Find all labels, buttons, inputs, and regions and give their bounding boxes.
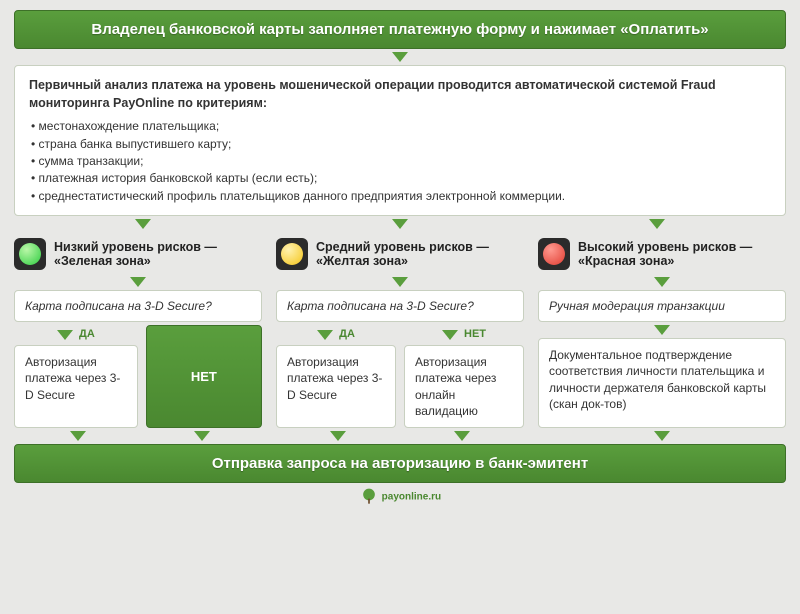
auth-3ds-box: Авторизация платежа через 3-D Secure bbox=[276, 345, 396, 428]
light-green bbox=[19, 243, 41, 265]
arrow-down-icon bbox=[654, 431, 670, 441]
risk-head-high: Высокий уровень рисков — «Красная зона» bbox=[538, 234, 786, 274]
question-box: Карта подписана на 3-D Secure? bbox=[14, 290, 262, 322]
analysis-item: местонахождение плательщика; bbox=[31, 118, 771, 135]
analysis-lead: Первичный анализ платежа на уровень моше… bbox=[29, 76, 771, 112]
column-mid-risk: Средний уровень рисков — «Желтая зона» К… bbox=[276, 234, 524, 444]
arrow-down-icon bbox=[392, 277, 408, 287]
risk-title: Низкий уровень рисков — «Зеленая зона» bbox=[54, 240, 262, 268]
analysis-item: сумма транзакции; bbox=[31, 153, 771, 170]
question-box: Карта подписана на 3-D Secure? bbox=[276, 290, 524, 322]
yes-label: ДА bbox=[339, 328, 355, 340]
traffic-light-icon bbox=[276, 238, 308, 270]
analysis-item: среднестатистический профиль плательщико… bbox=[31, 188, 771, 205]
light-red bbox=[543, 243, 565, 265]
auth-online-box: Авторизация платежа через онлайн валидац… bbox=[404, 345, 524, 428]
top-banner: Владелец банковской карты заполняет плат… bbox=[14, 10, 786, 49]
arrow-down-icon bbox=[392, 52, 408, 62]
arrow-down-icon bbox=[317, 330, 333, 340]
footer-logo: payonline.ru bbox=[14, 487, 786, 507]
arrow-down-icon bbox=[130, 277, 146, 287]
arrow-down-icon bbox=[392, 219, 408, 229]
analysis-box: Первичный анализ платежа на уровень моше… bbox=[14, 65, 786, 216]
footer-text: payonline.ru bbox=[382, 492, 441, 503]
risk-title: Средний уровень рисков — «Желтая зона» bbox=[316, 240, 524, 268]
risk-title: Высокий уровень рисков — «Красная зона» bbox=[578, 240, 786, 268]
yes-label: ДА bbox=[79, 328, 95, 340]
traffic-light-icon bbox=[538, 238, 570, 270]
arrow-down-icon bbox=[57, 330, 73, 340]
arrow-down-icon bbox=[454, 431, 470, 441]
arrow-down-icon bbox=[654, 325, 670, 335]
arrow-down-icon bbox=[135, 219, 151, 229]
risk-head-mid: Средний уровень рисков — «Желтая зона» bbox=[276, 234, 524, 274]
manual-moderation-box: Ручная модерация транзакции bbox=[538, 290, 786, 322]
column-high-risk: Высокий уровень рисков — «Красная зона» … bbox=[538, 234, 786, 444]
arrow-down-icon bbox=[194, 431, 210, 441]
arrow-down-icon bbox=[649, 219, 665, 229]
analysis-item: страна банка выпустившего карту; bbox=[31, 136, 771, 153]
tree-icon bbox=[359, 487, 379, 507]
analysis-item: платежная история банковской карты (если… bbox=[31, 170, 771, 187]
no-label: НЕТ bbox=[191, 369, 217, 384]
auth-3ds-box: Авторизация платежа через 3-D Secure bbox=[14, 345, 138, 428]
arrow-down-icon bbox=[654, 277, 670, 287]
arrow-down-icon bbox=[70, 431, 86, 441]
risk-head-low: Низкий уровень рисков — «Зеленая зона» bbox=[14, 234, 262, 274]
traffic-light-icon bbox=[14, 238, 46, 270]
column-low-risk: Низкий уровень рисков — «Зеленая зона» К… bbox=[14, 234, 262, 444]
risk-columns: Низкий уровень рисков — «Зеленая зона» К… bbox=[14, 234, 786, 444]
no-label: НЕТ bbox=[464, 328, 486, 340]
no-panel: НЕТ bbox=[146, 325, 262, 428]
bottom-banner: Отправка запроса на авторизацию в банк-э… bbox=[14, 444, 786, 483]
light-yellow bbox=[281, 243, 303, 265]
arrow-down-icon bbox=[442, 330, 458, 340]
document-confirm-box: Документальное подтверждение соответстви… bbox=[538, 338, 786, 428]
analysis-list: местонахождение плательщика; страна банк… bbox=[29, 118, 771, 205]
arrow-down-icon bbox=[330, 431, 346, 441]
